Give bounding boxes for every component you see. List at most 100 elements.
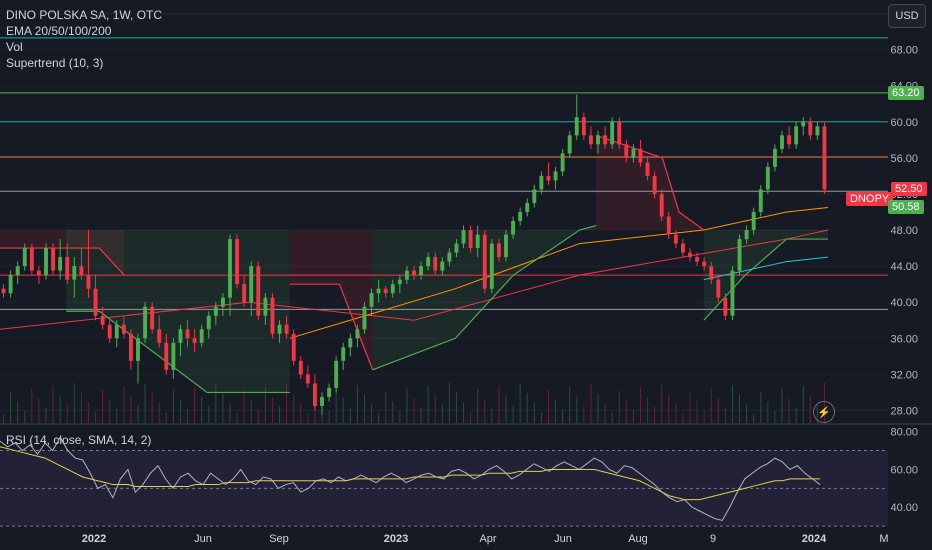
candle-body[interactable] xyxy=(659,193,664,217)
candle-body[interactable] xyxy=(228,239,232,298)
candle-body[interactable] xyxy=(638,148,643,163)
candle-body[interactable] xyxy=(801,121,806,127)
candle-body[interactable] xyxy=(305,374,310,384)
candle-body[interactable] xyxy=(150,306,155,330)
candle-body[interactable] xyxy=(79,266,84,276)
candle-body[interactable] xyxy=(560,153,565,172)
candle-body[interactable] xyxy=(758,189,763,212)
candle-body[interactable] xyxy=(256,266,261,316)
candle-body[interactable] xyxy=(673,234,678,244)
candle-body[interactable] xyxy=(419,266,424,276)
candle-body[interactable] xyxy=(695,257,700,262)
candle-body[interactable] xyxy=(136,338,140,361)
candle-body[interactable] xyxy=(511,221,516,235)
ema-line[interactable] xyxy=(0,229,829,330)
candle-body[interactable] xyxy=(603,135,608,145)
candle-body[interactable] xyxy=(107,324,112,339)
supertrend-line[interactable] xyxy=(66,310,290,394)
legend-ema[interactable]: EMA 20/50/100/200 xyxy=(6,24,112,38)
candle-body[interactable] xyxy=(426,257,431,267)
candle-body[interactable] xyxy=(794,126,799,145)
candle-body[interactable] xyxy=(730,270,735,316)
candle-body[interactable] xyxy=(504,234,508,258)
candle-body[interactable] xyxy=(93,288,98,316)
candle-body[interactable] xyxy=(263,297,268,316)
candle-body[interactable] xyxy=(751,212,756,231)
candle-body[interactable] xyxy=(447,252,452,262)
legend-supertrend[interactable]: Supertrend (10, 3) xyxy=(6,56,104,70)
candle-body[interactable] xyxy=(440,261,445,271)
candle-body[interactable] xyxy=(688,252,692,258)
ema-line[interactable] xyxy=(289,206,829,339)
candle-body[interactable] xyxy=(546,175,551,181)
candle-body[interactable] xyxy=(362,306,367,330)
candle-body[interactable] xyxy=(86,275,91,289)
candle-body[interactable] xyxy=(532,189,537,203)
candle-body[interactable] xyxy=(631,148,636,158)
candle-body[interactable] xyxy=(65,257,70,280)
legend-rsi[interactable]: RSI (14, close, SMA, 14, 2) xyxy=(6,433,152,447)
candle-body[interactable] xyxy=(709,266,714,280)
candle-body[interactable] xyxy=(312,383,317,406)
candle-body[interactable] xyxy=(815,126,820,136)
candle-body[interactable] xyxy=(22,248,27,267)
candle-body[interactable] xyxy=(15,266,20,276)
candle-body[interactable] xyxy=(567,135,572,154)
candle-body[interactable] xyxy=(610,121,615,145)
candle-body[interactable] xyxy=(787,135,792,145)
rsi-ma-line[interactable] xyxy=(0,446,820,501)
candle-body[interactable] xyxy=(36,270,41,276)
candle-body[interactable] xyxy=(298,360,303,375)
candle-body[interactable] xyxy=(496,243,501,258)
candle-body[interactable] xyxy=(51,248,56,271)
candle-body[interactable] xyxy=(206,315,211,330)
candle-body[interactable] xyxy=(588,135,593,145)
candle-body[interactable] xyxy=(765,166,770,190)
candle-body[interactable] xyxy=(652,175,657,194)
candle-body[interactable] xyxy=(744,230,749,240)
lightning-icon[interactable]: ⚡ xyxy=(813,401,835,423)
candle-body[interactable] xyxy=(178,329,183,343)
candle-body[interactable] xyxy=(680,243,685,253)
candle-body[interactable] xyxy=(114,324,119,339)
candle-body[interactable] xyxy=(666,216,671,235)
candle-body[interactable] xyxy=(822,126,827,190)
rsi-line[interactable] xyxy=(0,436,821,522)
candle-body[interactable] xyxy=(29,248,34,271)
candle-body[interactable] xyxy=(341,347,346,361)
candle-body[interactable] xyxy=(277,324,282,334)
candle-body[interactable] xyxy=(780,135,784,149)
candle-body[interactable] xyxy=(433,257,438,271)
supertrend-line[interactable] xyxy=(595,134,705,231)
candle-body[interactable] xyxy=(220,297,225,307)
candle-body[interactable] xyxy=(404,270,409,280)
candle-body[interactable] xyxy=(553,171,558,181)
candle-body[interactable] xyxy=(808,121,813,136)
candle-body[interactable] xyxy=(645,162,650,176)
candle-body[interactable] xyxy=(624,144,629,158)
candle-body[interactable] xyxy=(390,284,395,294)
candle-body[interactable] xyxy=(164,342,169,370)
candle-body[interactable] xyxy=(185,329,190,339)
candle-body[interactable] xyxy=(461,230,466,244)
candle-body[interactable] xyxy=(128,333,133,361)
currency-button[interactable]: USD xyxy=(888,4,926,28)
candle-body[interactable] xyxy=(617,121,622,145)
candle-body[interactable] xyxy=(58,257,63,271)
candle-body[interactable] xyxy=(489,243,494,289)
candle-body[interactable] xyxy=(171,342,176,370)
candle-body[interactable] xyxy=(8,275,13,294)
candle-body[interactable] xyxy=(772,148,777,167)
candle-body[interactable] xyxy=(284,324,289,334)
candle-body[interactable] xyxy=(539,175,544,190)
candle-body[interactable] xyxy=(121,324,126,334)
candle-body[interactable] xyxy=(596,135,600,145)
supertrend-line[interactable] xyxy=(372,224,597,371)
candle-body[interactable] xyxy=(468,230,473,249)
candle-body[interactable] xyxy=(716,279,721,298)
candle-body[interactable] xyxy=(525,202,530,212)
candle-body[interactable] xyxy=(199,329,204,343)
candle-body[interactable] xyxy=(72,266,77,280)
candle-body[interactable] xyxy=(327,387,332,397)
candle-body[interactable] xyxy=(1,288,6,294)
